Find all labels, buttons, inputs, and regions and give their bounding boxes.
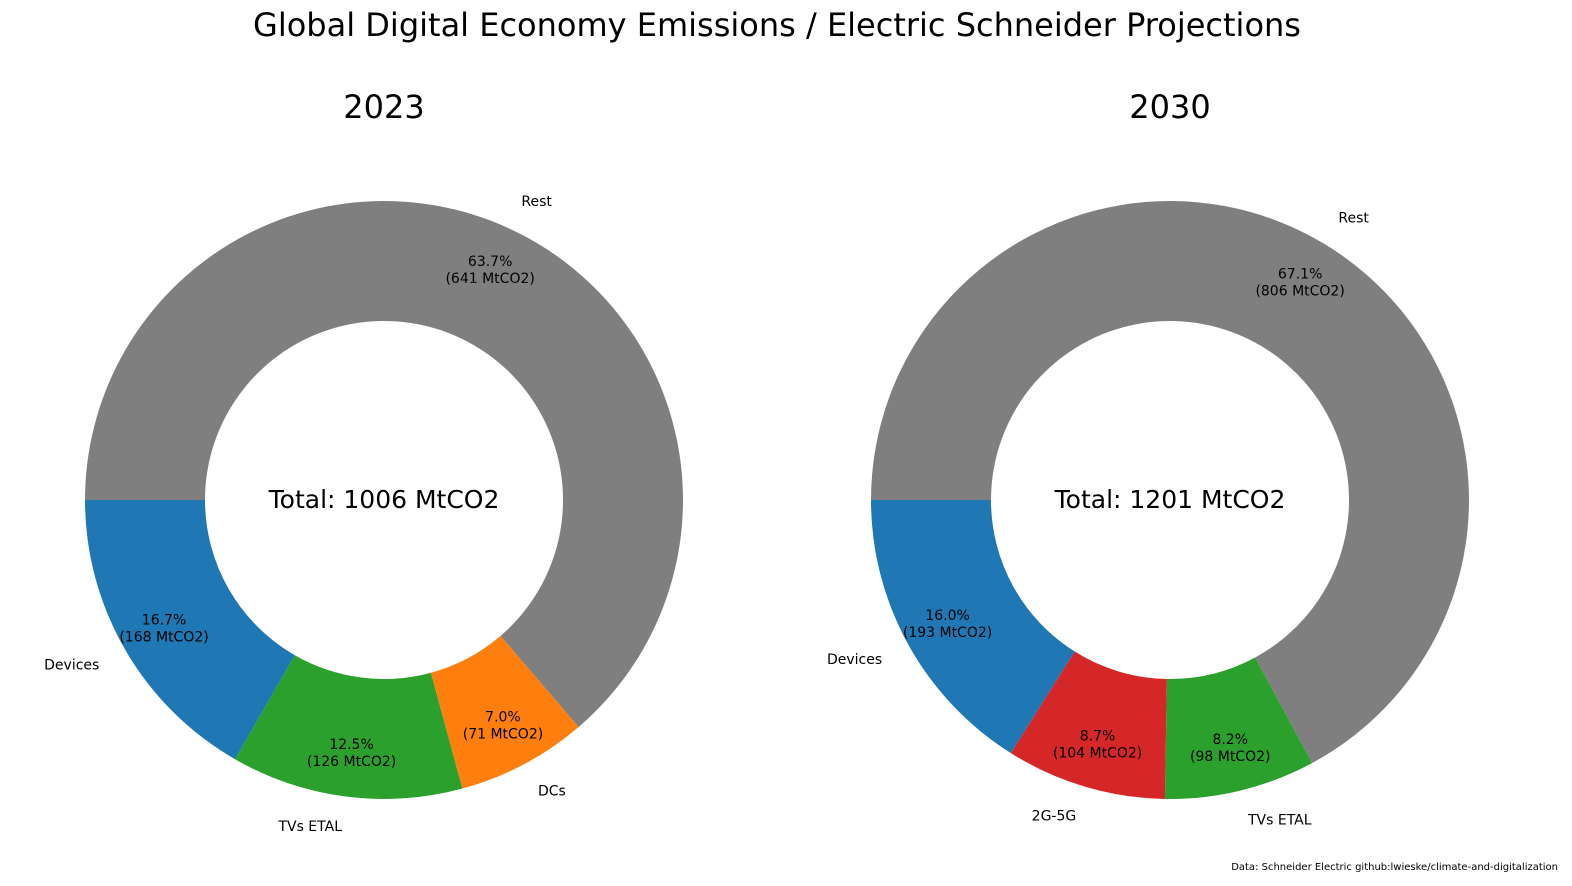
slice-percent-rest-2023: 63.7%	[468, 254, 512, 270]
slice-devices-2023	[85, 500, 295, 760]
slice-rest-2023	[85, 200, 683, 727]
slice-amount-rest-2030: (806 MtCO2)	[1255, 284, 1344, 300]
slice-label-dcs-2023: DCs	[538, 784, 566, 800]
slice-amount-rest-2023: (641 MtCO2)	[445, 271, 534, 287]
chart-title-2030: 2030	[1129, 88, 1210, 126]
slice-label-rest-2023: Rest	[521, 194, 552, 210]
slice-percent-tvs-etal-2030: 8.2%	[1212, 732, 1248, 748]
slice-tvs-etal-2023	[235, 655, 463, 799]
slice-percent-devices-2023: 16.7%	[142, 612, 186, 628]
donut-chart-2030: 2030 Devices 16.0%(193 MtCO2) 2G-5G 8.7%(10…	[827, 88, 1469, 829]
slice-percent-devices-2030: 16.0%	[925, 608, 969, 624]
slice-amount-tvs-etal-2023: (126 MtCO2)	[307, 754, 396, 770]
slice-label-2g-5g-2030: 2G-5G	[1032, 808, 1077, 824]
slice-devices-2030	[871, 500, 1075, 754]
slice-amount-tvs-etal-2030: (98 MtCO2)	[1190, 749, 1270, 765]
slice-label-tvs-etal-2023: TVs ETAL	[277, 819, 342, 835]
center-total-label-2030: Total: 1201 MtCO2	[1054, 485, 1286, 514]
slice-label-tvs-etal-2030: TVs ETAL	[1247, 813, 1312, 829]
slice-amount-dcs-2023: (71 MtCO2)	[463, 727, 543, 743]
slice-amount-devices-2030: (193 MtCO2)	[903, 625, 992, 641]
figure-title: Global Digital Economy Emissions / Elect…	[253, 6, 1301, 44]
slice-amount-2g-5g-2030: (104 MtCO2)	[1053, 746, 1142, 762]
chart-title-2023: 2023	[343, 88, 424, 126]
slice-tvs-etal-2030	[1164, 657, 1313, 799]
footer-source-note: Data: Schneider Electric github:lwieske/…	[1231, 862, 1558, 873]
slice-label-devices-2030: Devices	[827, 652, 882, 668]
slice-amount-devices-2023: (168 MtCO2)	[119, 629, 208, 645]
slice-percent-tvs-etal-2023: 12.5%	[329, 737, 373, 753]
slice-percent-dcs-2023: 7.0%	[485, 710, 521, 726]
slice-rest-2030	[871, 201, 1469, 764]
slice-label-rest-2030: Rest	[1338, 210, 1369, 226]
slice-percent-rest-2030: 67.1%	[1278, 267, 1322, 283]
slice-dcs-2023	[430, 635, 579, 789]
slice-label-devices-2023: Devices	[44, 658, 99, 674]
slice-percent-2g-5g-2030: 8.7%	[1080, 729, 1116, 745]
slice-2g-5g-2030	[1010, 651, 1167, 799]
center-total-label-2023: Total: 1006 MtCO2	[268, 485, 500, 514]
donut-chart-2023: 2023 Devices 16.7%(168 MtCO2) TVs ETAL 12.5…	[44, 88, 683, 835]
